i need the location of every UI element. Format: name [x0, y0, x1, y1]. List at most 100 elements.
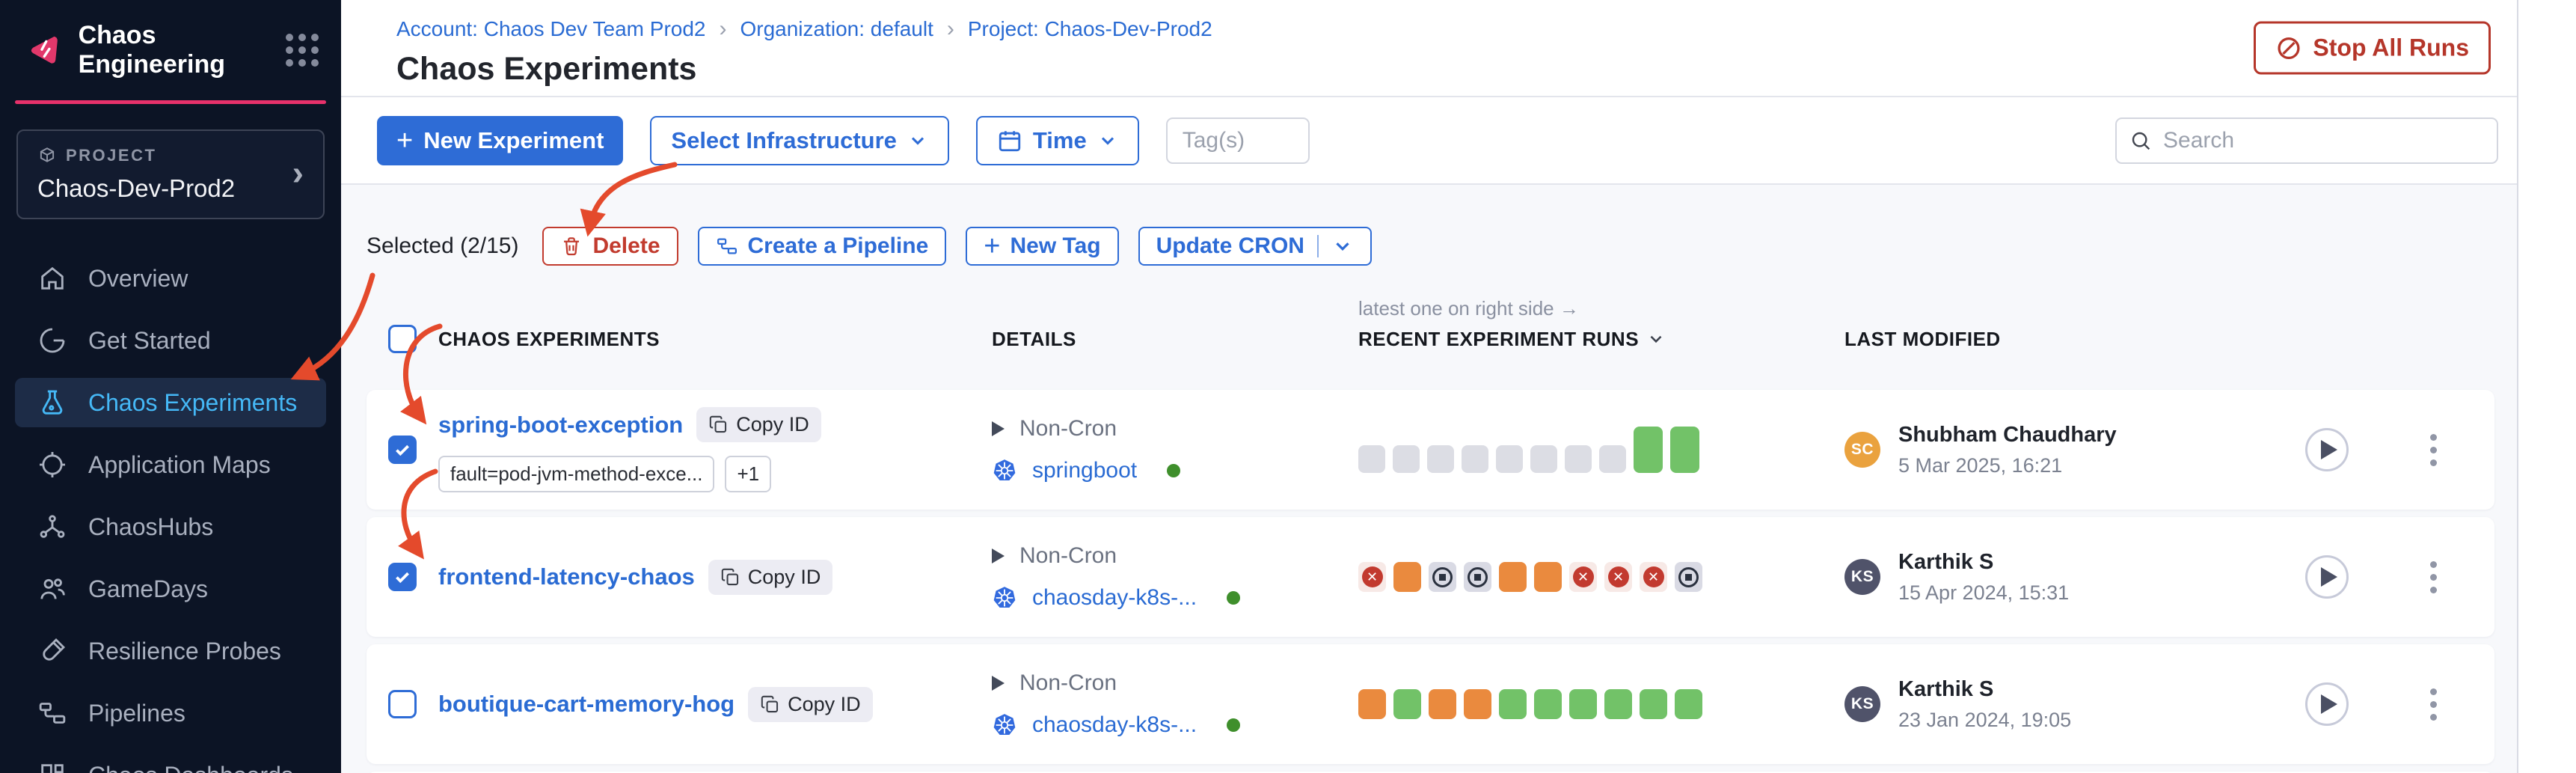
run-success[interactable] — [1534, 689, 1562, 719]
update-cron-button[interactable]: Update CRON — [1138, 227, 1373, 266]
chevron-down-icon — [1336, 242, 1350, 251]
expand-triangle-icon[interactable] — [992, 676, 1005, 691]
breadcrumb-link[interactable]: Organization: default — [740, 17, 933, 40]
run-warning[interactable] — [1429, 689, 1456, 719]
run-norun[interactable] — [1393, 445, 1420, 473]
run-stopped[interactable] — [1675, 562, 1702, 592]
run-experiment-button[interactable] — [2305, 428, 2349, 471]
copy-id-button[interactable]: Copy ID — [708, 559, 833, 595]
experiment-list: spring-boot-exception Copy ID fault=pod-… — [367, 390, 2494, 764]
run-norun[interactable] — [1496, 445, 1523, 473]
run-norun[interactable] — [1565, 445, 1592, 473]
chevron-down-icon — [1101, 136, 1114, 145]
run-norun[interactable] — [1462, 445, 1488, 473]
create-pipeline-button[interactable]: Create a Pipeline — [697, 227, 947, 266]
run-failed[interactable]: ✕ — [1604, 562, 1632, 592]
play-icon — [2320, 567, 2337, 587]
row-checkbox[interactable] — [388, 563, 417, 591]
tag-chip[interactable]: fault=pod-jvm-method-exce... — [438, 456, 715, 492]
copy-icon — [710, 415, 727, 433]
row-menu-button[interactable] — [2372, 433, 2494, 466]
sidebar-nav: Overview Get Started Chaos Experiments A… — [0, 254, 341, 773]
run-success[interactable] — [1670, 427, 1699, 473]
run-experiment-button[interactable] — [2305, 555, 2349, 599]
experiment-name-link[interactable]: frontend-latency-chaos — [438, 563, 695, 590]
search-input[interactable] — [2115, 117, 2498, 164]
expand-triangle-icon[interactable] — [992, 421, 1005, 436]
table-header: latest one on right side → CHAOS EXPERIM… — [367, 297, 2494, 355]
run-experiment-button[interactable] — [2305, 682, 2349, 726]
row-checkbox[interactable] — [388, 690, 417, 718]
app-title: Chaos Engineering — [78, 21, 226, 79]
experiment-name-link[interactable]: boutique-cart-memory-hog — [438, 691, 735, 717]
select-all-checkbox[interactable] — [388, 325, 417, 353]
gamedays-icon — [37, 574, 67, 604]
row-menu-button[interactable] — [2372, 560, 2494, 593]
sidebar-item-label: Resilience Probes — [88, 637, 281, 664]
sidebar-item-label: Pipelines — [88, 699, 185, 727]
expand-triangle-icon[interactable] — [992, 549, 1005, 563]
run-warning[interactable] — [1534, 562, 1562, 592]
run-warning[interactable] — [1499, 562, 1527, 592]
run-stopped[interactable] — [1429, 562, 1456, 592]
delete-button[interactable]: Delete — [542, 227, 678, 266]
sidebar-item-chaos-dashboards[interactable]: Chaos Dashboards — [15, 751, 326, 773]
row-menu-button[interactable] — [2372, 688, 2494, 721]
sidebar-item-chaos-experiments[interactable]: Chaos Experiments — [15, 378, 326, 427]
run-norun[interactable] — [1427, 445, 1454, 473]
run-success[interactable] — [1640, 689, 1667, 719]
copy-id-label: Copy ID — [788, 692, 861, 715]
run-warning[interactable] — [1393, 562, 1421, 592]
infrastructure-link[interactable]: chaosday-k8s-... — [1032, 712, 1197, 737]
run-success[interactable] — [1675, 689, 1702, 719]
sidebar-item-application-maps[interactable]: Application Maps — [15, 440, 326, 489]
sidebar-item-label: GameDays — [88, 575, 209, 602]
select-infrastructure-dropdown[interactable]: Select Infrastructure — [650, 115, 949, 165]
recent-runs: ✕ ✕ ✕ ✕ — [1358, 562, 1844, 592]
modified-by-name: Karthik S — [1898, 549, 1994, 574]
breadcrumb-link[interactable]: Project: Chaos-Dev-Prod2 — [967, 17, 1212, 40]
experiment-name-link[interactable]: spring-boot-exception — [438, 411, 684, 438]
chevron-right-icon[interactable]: › — [292, 153, 304, 192]
infrastructure-link[interactable]: springboot — [1032, 458, 1138, 483]
sidebar-item-pipelines[interactable]: Pipelines — [15, 688, 326, 738]
stop-all-runs-button[interactable]: Stop All Runs — [2254, 21, 2491, 75]
sidebar-item-overview[interactable]: Overview — [15, 254, 326, 303]
run-norun[interactable] — [1358, 445, 1385, 473]
app-maps-icon — [37, 450, 67, 480]
sidebar-item-gamedays[interactable]: GameDays — [15, 564, 326, 614]
copy-id-button[interactable]: Copy ID — [748, 686, 873, 722]
trash-icon — [564, 237, 580, 256]
run-success[interactable] — [1604, 689, 1632, 719]
project-selector[interactable]: PROJECT Chaos-Dev-Prod2 › — [16, 129, 325, 219]
row-checkbox[interactable] — [388, 436, 417, 464]
new-tag-button[interactable]: + New Tag — [966, 227, 1119, 266]
copy-id-button[interactable]: Copy ID — [696, 407, 821, 442]
sidebar-item-chaoshubs[interactable]: ChaosHubs — [15, 502, 326, 552]
run-failed[interactable]: ✕ — [1358, 562, 1386, 592]
sidebar-item-resilience-probes[interactable]: Resilience Probes — [15, 626, 326, 676]
sidebar-item-get-started[interactable]: Get Started — [15, 316, 326, 365]
run-stopped[interactable] — [1464, 562, 1491, 592]
cron-type-label: Non-Cron — [1019, 670, 1117, 695]
run-success[interactable] — [1499, 689, 1527, 719]
run-success[interactable] — [1634, 427, 1663, 473]
tag-more-chip[interactable]: +1 — [725, 456, 772, 492]
breadcrumb-link[interactable]: Account: Chaos Dev Team Prod2 — [396, 17, 706, 40]
run-failed[interactable]: ✕ — [1569, 562, 1597, 592]
run-failed[interactable]: ✕ — [1640, 562, 1667, 592]
new-experiment-button[interactable]: + New Experiment — [377, 115, 624, 165]
app-switcher-icon[interactable] — [286, 34, 319, 67]
column-header-runs[interactable]: RECENT EXPERIMENT RUNS — [1358, 328, 1844, 351]
run-warning[interactable] — [1464, 689, 1491, 719]
run-norun[interactable] — [1599, 445, 1626, 473]
infrastructure-link[interactable]: chaosday-k8s-... — [1032, 585, 1197, 610]
accent-divider — [15, 100, 326, 104]
time-filter-dropdown[interactable]: Time — [975, 115, 1139, 165]
run-success[interactable] — [1393, 689, 1421, 719]
run-warning[interactable] — [1358, 689, 1386, 719]
tags-filter-input[interactable] — [1165, 117, 1310, 164]
run-success[interactable] — [1569, 689, 1597, 719]
experiment-row: boutique-cart-memory-hog Copy ID Non-Cro… — [367, 644, 2494, 764]
run-norun[interactable] — [1530, 445, 1557, 473]
